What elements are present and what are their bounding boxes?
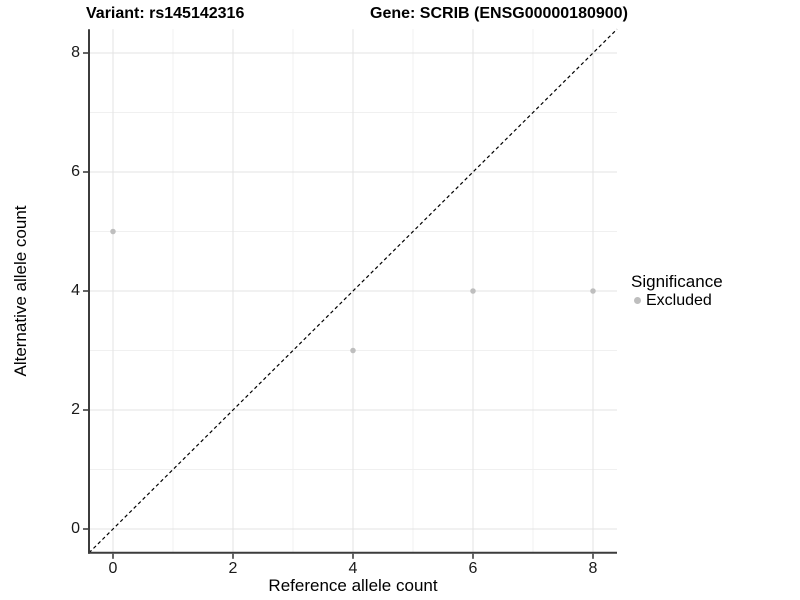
y-axis-title: Alternative allele count [11, 205, 30, 377]
y-tick-label: 6 [71, 163, 80, 180]
x-tick-label: 6 [468, 559, 478, 577]
legend-entry-excluded: Excluded [631, 291, 723, 310]
data-point [470, 288, 476, 294]
x-tick-label: 2 [228, 559, 238, 577]
y-tick-label: 2 [71, 401, 80, 418]
gene-title: Gene: SCRIB (ENSG00000180900) [370, 5, 628, 22]
identity-line [88, 28, 618, 554]
legend-title: Significance [631, 272, 723, 291]
data-point [350, 347, 356, 354]
x-tick-label: 0 [108, 559, 118, 577]
legend: Significance Excluded [631, 272, 723, 310]
data-point [590, 288, 596, 294]
data-point [110, 228, 116, 235]
y-tick-label: 0 [71, 520, 80, 537]
legend-entry-label: Excluded [646, 291, 712, 309]
x-tick-label: 8 [588, 559, 598, 577]
x-tick-label: 4 [348, 559, 358, 577]
y-tick-label: 8 [71, 44, 80, 61]
y-tick-label: 4 [71, 282, 80, 299]
excluded-point-icon [634, 297, 641, 304]
variant-title: Variant: rs145142316 [86, 5, 245, 22]
x-axis-title: Reference allele count [268, 576, 438, 595]
